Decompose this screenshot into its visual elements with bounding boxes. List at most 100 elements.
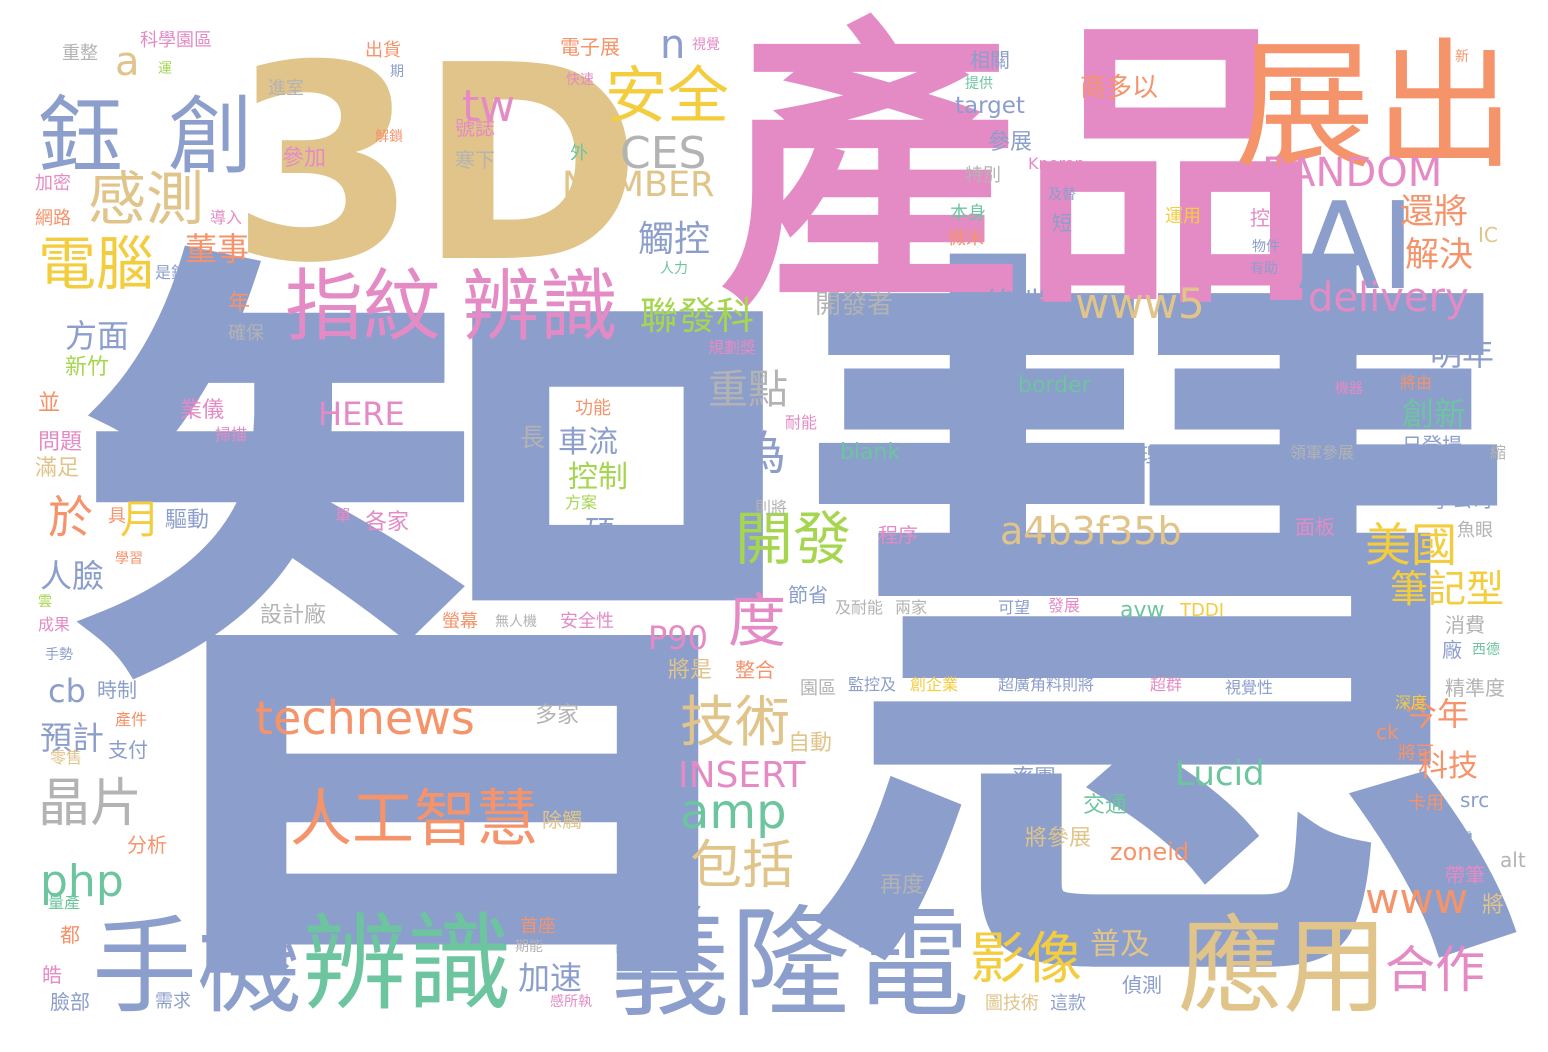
word-28: NUMBER [562, 165, 715, 205]
word-74: avw [1120, 598, 1165, 623]
word-94: 節省 [788, 583, 828, 607]
word-26: RANDOM [1262, 150, 1443, 196]
word-21: 開發 [735, 505, 852, 573]
word-123: 運用 [1165, 206, 1201, 227]
word-111: 新竹 [65, 355, 110, 380]
word-72: blank [840, 440, 901, 465]
word-149: 耐能 [785, 413, 818, 432]
word-193: 量產 [48, 893, 81, 912]
word-190: 臉部 [50, 990, 90, 1014]
word-113: 問題 [38, 430, 83, 455]
word-157: 則將 [755, 498, 788, 517]
word-159: 雲 [38, 594, 52, 610]
word-39: 為 [740, 426, 786, 480]
word-115: 商多以 [1080, 73, 1159, 103]
word-165: 及耐能 [835, 598, 884, 617]
word-147: 有助 [1250, 261, 1278, 277]
word-89: 再度 [880, 873, 925, 898]
word-81: IC [1478, 223, 1498, 247]
word-179: 園區 [800, 678, 836, 699]
word-137: 進室 [268, 78, 304, 99]
word-101: 驅動 [165, 508, 210, 533]
word-70: zoneid [1110, 838, 1190, 866]
word-19: 人工智慧 [290, 782, 539, 855]
word-6: AI [1298, 178, 1416, 317]
word-162: 螢幕 [442, 611, 478, 632]
word-11: 指紋 [285, 262, 442, 352]
word-170: 廠 [1442, 638, 1462, 662]
word-15: 安全 [605, 59, 730, 132]
word-127: 重整 [62, 43, 98, 64]
word-42: php [40, 856, 124, 907]
word-18: technews [255, 691, 475, 745]
word-180: 將可 [1398, 743, 1434, 764]
word-148: 人力 [660, 261, 688, 277]
word-139: 解鎖 [375, 129, 403, 145]
word-146: 物件 [1252, 239, 1280, 255]
word-174: 視覺性 [1225, 678, 1274, 697]
word-135: 視覺 [692, 37, 720, 53]
word-66: 控制 [568, 460, 628, 495]
word-98: 整合 [735, 658, 775, 682]
word-194: 首座 [520, 916, 556, 937]
word-172: 西德 [1472, 642, 1500, 658]
word-9: 辨識 [302, 903, 513, 1025]
word-77: img [1432, 826, 1474, 851]
word-121: 本身 [950, 203, 986, 224]
word-33: www [1365, 874, 1469, 923]
word-144: 及替 [1048, 187, 1076, 203]
word-41: 月 [120, 497, 160, 543]
word-187: 圖技術 [985, 993, 1039, 1014]
word-195: 聯發 [578, 921, 611, 940]
word-17: 電腦 [38, 230, 155, 298]
word-199: 支付 [108, 738, 148, 762]
word-3: 產品 [720, 0, 1320, 344]
word-185: 偵測 [1122, 973, 1162, 997]
word-163: 無人機 [495, 614, 537, 630]
word-104: 路口 [508, 462, 544, 483]
word-10: 應用 [1178, 906, 1389, 1028]
word-188: 感所執 [550, 994, 592, 1010]
word-34: 美國 [1365, 518, 1457, 572]
word-142: 提供 [965, 76, 993, 92]
word-92: 屏下 [1008, 793, 1053, 818]
word-108: 具 [108, 506, 126, 527]
word-131: 加密 [35, 173, 71, 194]
word-25: delivery [1308, 275, 1469, 321]
word-116: 參展 [988, 130, 1033, 155]
word-32: 包括 [690, 836, 795, 896]
word-156: 魚眼 [1457, 520, 1493, 541]
word-186: 這款 [1050, 993, 1086, 1014]
word-107: 單 [335, 506, 352, 525]
word-175: 超群 [1150, 675, 1183, 694]
word-103: 功能 [575, 398, 611, 419]
word-50: 終端 [985, 287, 1045, 322]
word-67: 一碩 [555, 515, 615, 550]
word-68: 長 [520, 423, 546, 452]
word-136: 運 [158, 61, 172, 77]
word-181: 卡用 [1408, 793, 1444, 814]
word-75: TDDI [1180, 600, 1225, 621]
word-117: 寒下 [455, 148, 495, 172]
word-145: 新 [1455, 49, 1469, 65]
word-78: alt [1500, 848, 1526, 872]
word-128: 科學園區 [140, 30, 212, 51]
word-176: 創企業 [910, 675, 959, 694]
word-61: cb [48, 672, 86, 710]
word-118: 號誌 [455, 116, 495, 140]
word-183: 盧 [1455, 830, 1473, 851]
word-31: 晶片 [38, 774, 143, 834]
word-51: 解決 [1405, 235, 1473, 275]
word-71: border [1018, 373, 1091, 398]
word-169: 消費 [1445, 613, 1485, 637]
word-47: Lucid [1175, 754, 1265, 794]
word-40: 於 [48, 491, 94, 544]
word-141: 快速 [566, 72, 594, 88]
word-130: 出貨 [365, 40, 401, 61]
word-1: 智 [70, 196, 830, 1052]
word-110: 年 [228, 291, 251, 316]
word-161: 手勢 [45, 647, 73, 663]
word-48: 董事 [185, 230, 250, 268]
word-95: 程序 [878, 523, 918, 547]
word-73: target [955, 93, 1025, 119]
